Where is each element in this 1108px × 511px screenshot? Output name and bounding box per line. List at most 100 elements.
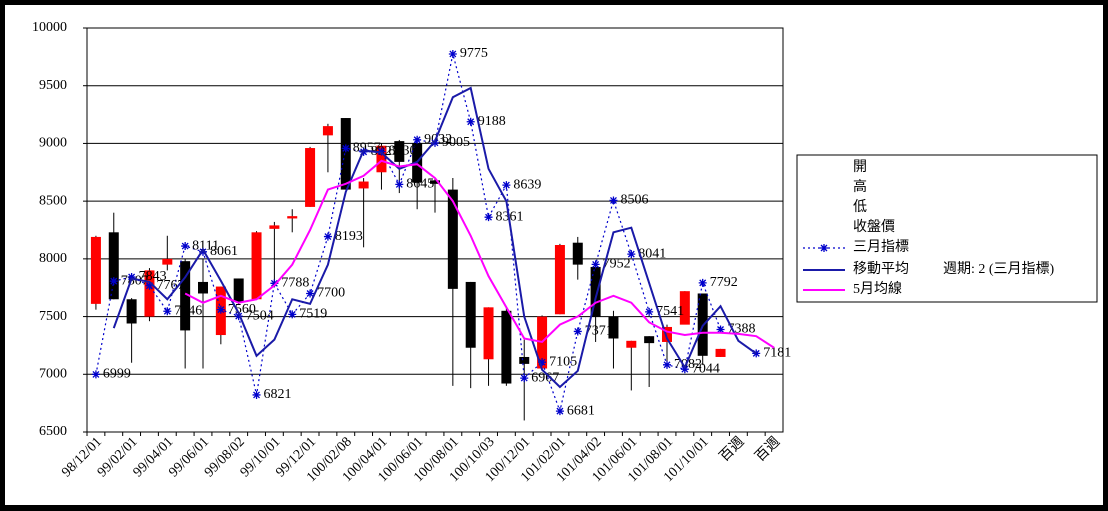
candle-body bbox=[679, 291, 690, 325]
candle-body bbox=[180, 261, 191, 331]
y-tick-label: 9500 bbox=[39, 78, 67, 93]
point-marker bbox=[234, 312, 243, 321]
data-label: 7181 bbox=[763, 346, 791, 361]
data-label: 6821 bbox=[264, 387, 292, 402]
point-marker bbox=[520, 374, 529, 383]
legend-annotation: 週期: 2 (三月指標) bbox=[943, 261, 1055, 277]
point-marker bbox=[698, 278, 707, 287]
point-marker bbox=[663, 360, 671, 369]
point-marker bbox=[591, 260, 600, 269]
candle-body bbox=[554, 245, 565, 315]
point-marker bbox=[573, 327, 582, 336]
point-marker bbox=[270, 279, 279, 288]
candle-body bbox=[90, 236, 101, 304]
candle-body bbox=[144, 270, 155, 317]
point-marker bbox=[502, 181, 511, 190]
point-marker bbox=[252, 390, 261, 399]
point-marker bbox=[538, 358, 547, 367]
data-label: 7105 bbox=[549, 354, 577, 369]
data-label: 9005 bbox=[442, 135, 470, 150]
candle-body bbox=[483, 307, 494, 360]
point-marker bbox=[395, 180, 404, 189]
data-label: 7044 bbox=[692, 361, 720, 376]
data-label: 7504 bbox=[246, 308, 274, 323]
data-label: 7546 bbox=[174, 303, 202, 318]
point-marker bbox=[609, 196, 618, 205]
data-label: 7767 bbox=[156, 278, 184, 293]
data-label: 8111 bbox=[192, 238, 219, 253]
point-marker bbox=[413, 135, 422, 144]
candle-body bbox=[465, 281, 476, 348]
data-label: 7792 bbox=[710, 275, 738, 290]
candle-body bbox=[287, 216, 298, 219]
legend-label: 三月指標 bbox=[853, 239, 909, 255]
data-label: 7952 bbox=[603, 257, 631, 272]
y-tick-label: 7000 bbox=[39, 367, 67, 382]
legend-label: 5月均線 bbox=[853, 281, 902, 297]
data-label: 8645 bbox=[406, 177, 434, 192]
data-label: 9775 bbox=[460, 46, 488, 61]
candle-body bbox=[501, 310, 512, 384]
data-label: 6967 bbox=[531, 370, 559, 385]
candle-body bbox=[626, 340, 637, 348]
legend-box bbox=[796, 154, 1098, 303]
data-label: 8041 bbox=[638, 246, 666, 261]
candle-body bbox=[644, 336, 655, 344]
data-label: 8930 bbox=[388, 144, 416, 159]
candle-body bbox=[162, 258, 173, 265]
point-marker bbox=[448, 49, 457, 58]
candle-body bbox=[340, 118, 351, 190]
data-label: 6999 bbox=[103, 367, 131, 382]
data-label: 7541 bbox=[656, 304, 684, 319]
legend-label: 收盤價 bbox=[853, 218, 895, 235]
candle-body bbox=[519, 356, 530, 364]
data-label: 8506 bbox=[620, 193, 648, 208]
point-marker bbox=[306, 289, 315, 298]
point-marker bbox=[431, 138, 439, 147]
candle-body bbox=[715, 348, 726, 357]
legend-marker bbox=[820, 244, 828, 252]
plot-frame bbox=[86, 27, 784, 433]
legend-label: 開 bbox=[853, 160, 867, 175]
point-marker bbox=[127, 272, 136, 281]
point-marker bbox=[145, 281, 154, 290]
data-label: 7788 bbox=[281, 276, 309, 291]
legend-label: 低 bbox=[853, 199, 867, 215]
candle-body bbox=[233, 278, 244, 302]
point-marker bbox=[627, 250, 636, 259]
candle-body bbox=[251, 232, 262, 300]
candle-body bbox=[322, 126, 333, 136]
series-line bbox=[184, 159, 775, 349]
point-marker bbox=[181, 242, 190, 251]
data-label: 9188 bbox=[478, 114, 506, 129]
data-label: 8193 bbox=[335, 229, 363, 244]
series-line bbox=[112, 86, 757, 389]
point-marker bbox=[555, 407, 564, 416]
candle-body bbox=[126, 299, 137, 324]
y-tick-label: 10000 bbox=[32, 20, 67, 35]
point-marker bbox=[163, 307, 172, 316]
data-label: 7519 bbox=[299, 307, 327, 322]
data-label: 8639 bbox=[513, 177, 541, 192]
point-marker bbox=[716, 325, 725, 334]
candle-body bbox=[412, 143, 423, 183]
candle-body bbox=[358, 181, 369, 189]
candle-body bbox=[590, 266, 601, 317]
candle-body bbox=[430, 180, 440, 184]
y-tick-label: 8000 bbox=[39, 251, 67, 266]
point-marker bbox=[377, 147, 386, 156]
point-marker bbox=[91, 370, 100, 379]
point-marker bbox=[466, 117, 475, 126]
candle-body bbox=[108, 232, 119, 300]
point-marker bbox=[645, 307, 654, 316]
candle-body bbox=[376, 145, 387, 173]
data-label: 7700 bbox=[317, 286, 345, 301]
point-marker bbox=[323, 232, 332, 241]
point-marker bbox=[216, 305, 225, 314]
candle-body bbox=[305, 148, 316, 207]
legend-label: 移動平均 bbox=[853, 261, 909, 277]
legend-label: 高 bbox=[853, 178, 867, 195]
y-tick-label: 7500 bbox=[39, 309, 67, 324]
data-label: 8061 bbox=[210, 244, 238, 259]
